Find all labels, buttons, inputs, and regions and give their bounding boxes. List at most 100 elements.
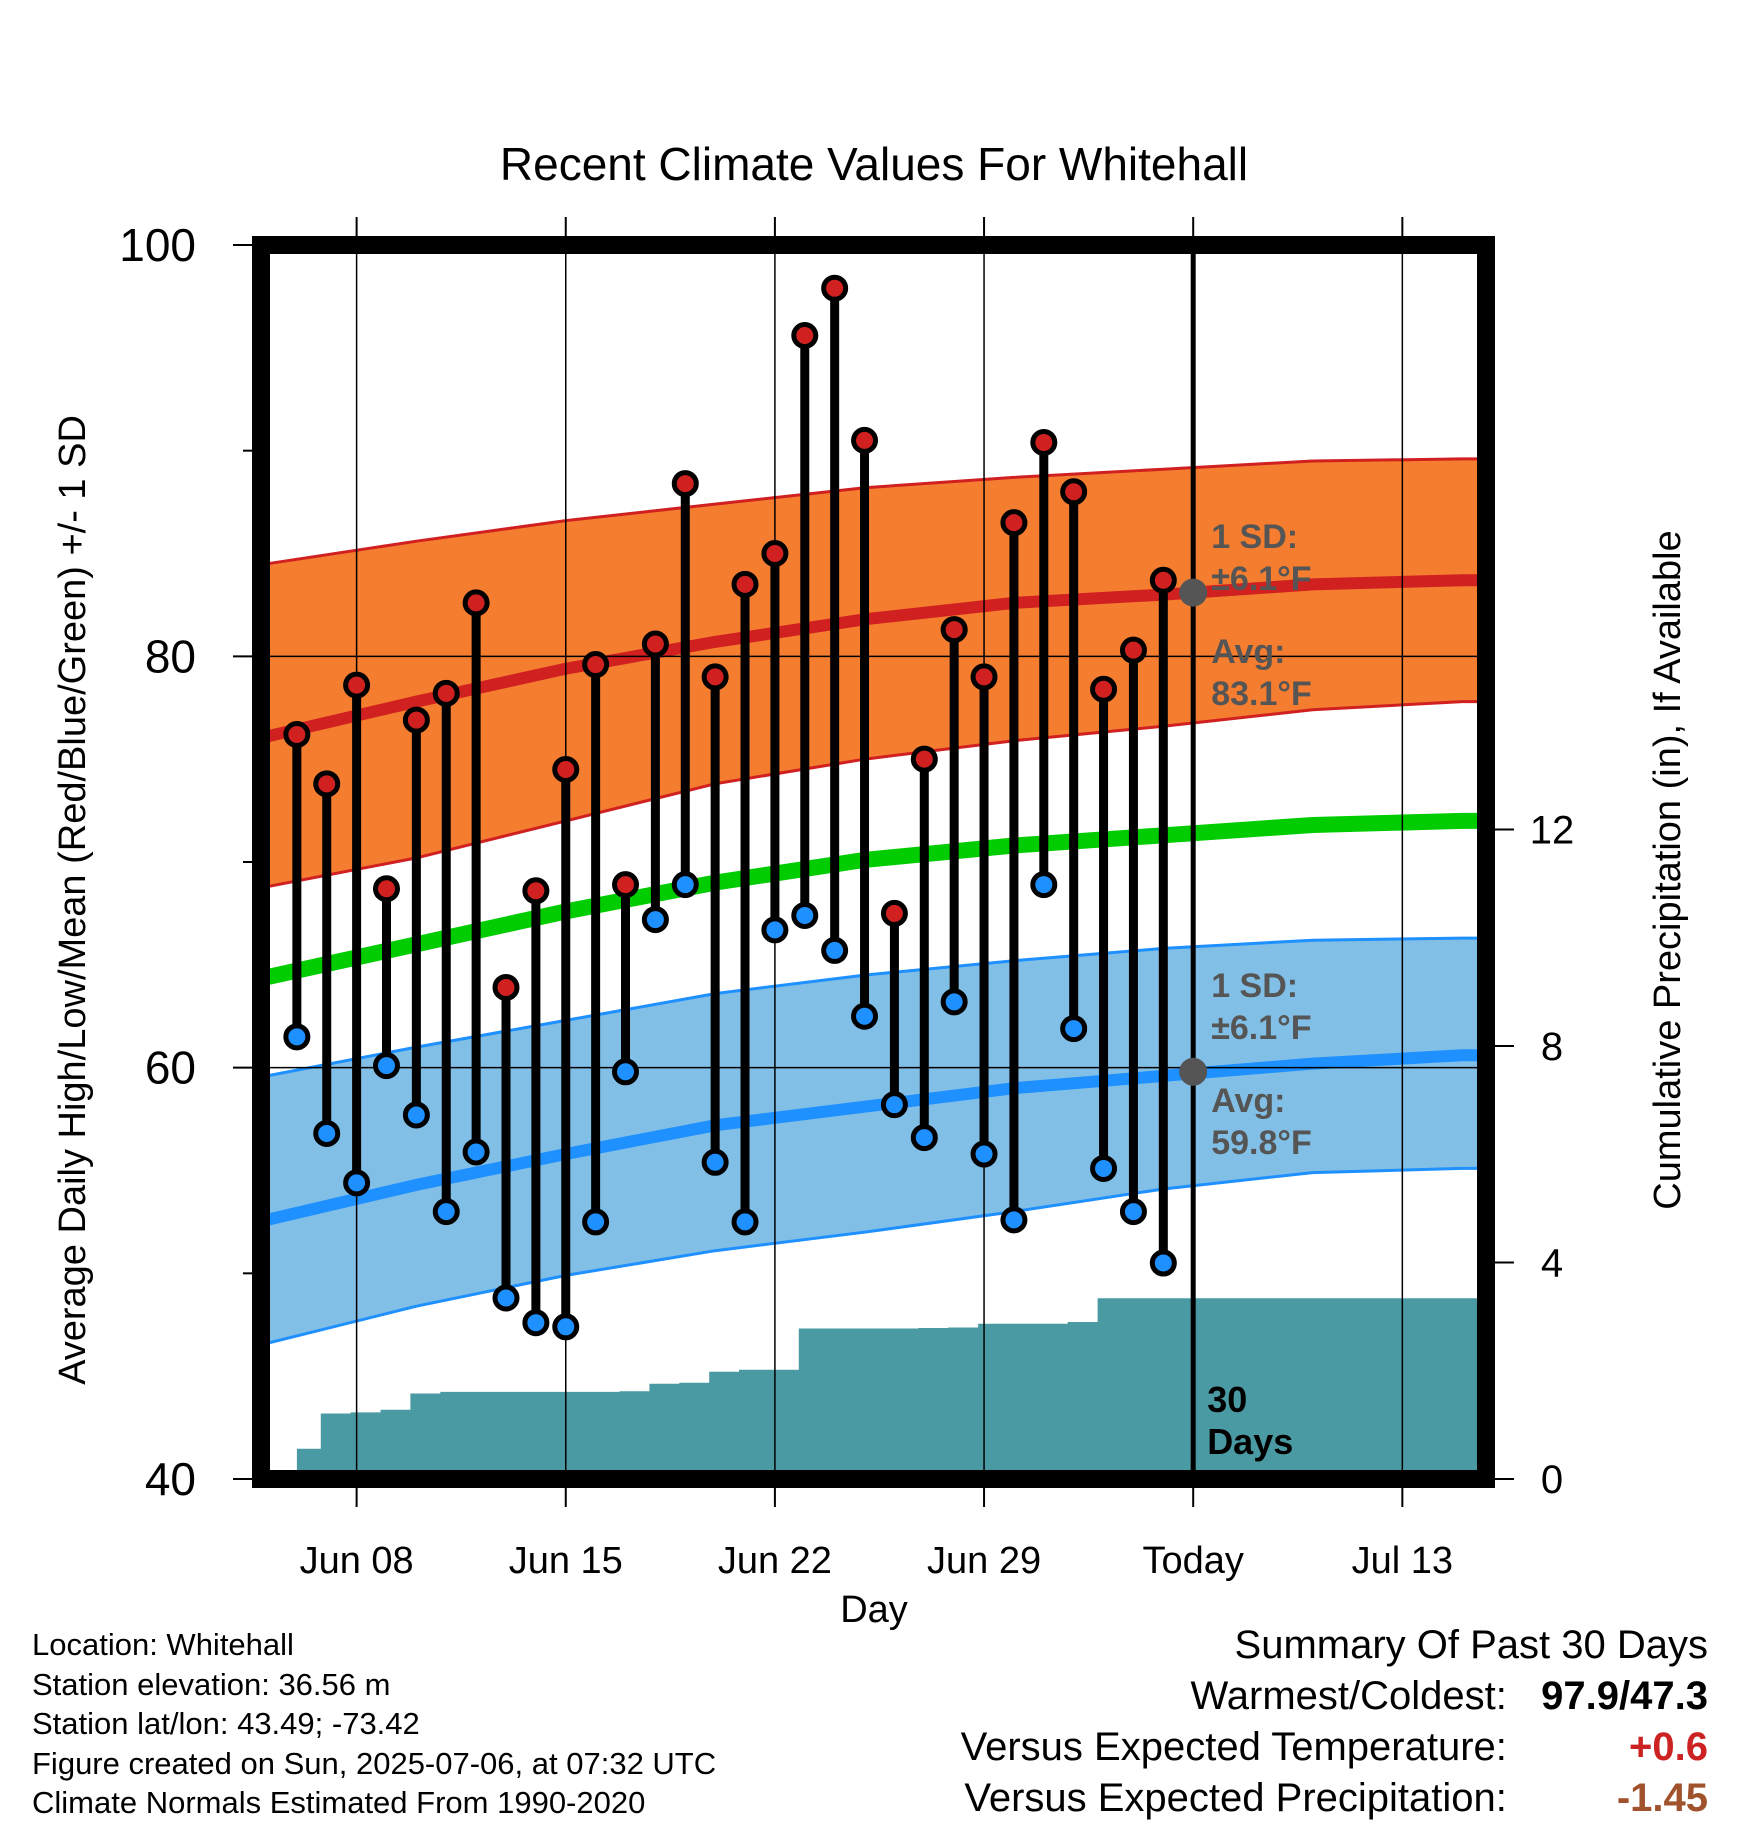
- x-tick-label: Jun 15: [509, 1540, 623, 1582]
- plot-frame: [252, 236, 1495, 1488]
- high-temp-point: [582, 651, 610, 679]
- high-avg-marker: [1179, 578, 1208, 607]
- low-temp-point: [462, 1138, 490, 1166]
- y2-axis-label: Cumulative Precipitation (in), If Availa…: [1647, 530, 1689, 1209]
- low-temp-point: [1030, 871, 1058, 899]
- high-temp-point: [522, 877, 550, 905]
- station-info: Location: Whitehall Station elevation: 3…: [32, 1625, 716, 1823]
- low-sd-label: 1 SD:: [1211, 967, 1298, 1005]
- low-temp-point: [582, 1208, 610, 1236]
- low-avg-marker: [1179, 1057, 1208, 1086]
- high-temp-point: [970, 663, 998, 691]
- high-temp-point: [402, 706, 430, 734]
- low-temp-point: [612, 1058, 640, 1086]
- high-sd-label: 1 SD:: [1211, 518, 1298, 556]
- high-temp-point: [1000, 509, 1028, 537]
- location-text: Location: Whitehall: [32, 1627, 294, 1662]
- low-temp-point: [761, 916, 789, 944]
- low-temp-point: [402, 1101, 430, 1129]
- y2-tick-label: 4: [1541, 1242, 1563, 1286]
- low-temp-point: [283, 1023, 311, 1051]
- low-avg-label: Avg:: [1211, 1082, 1285, 1120]
- precip-label: Versus Expected Precipitation:: [964, 1776, 1507, 1820]
- high-temp-point: [1060, 478, 1088, 506]
- warmest-label: Warmest/Coldest:: [1190, 1674, 1507, 1718]
- summary-title: Summary Of Past 30 Days: [1234, 1623, 1708, 1667]
- low-temp-point: [1060, 1015, 1088, 1043]
- low-temp-point: [970, 1140, 998, 1168]
- low-temp-point: [821, 936, 849, 964]
- high-avg-value: 83.1°F: [1211, 675, 1312, 713]
- x-tick-label: Jun 29: [927, 1540, 1041, 1582]
- low-temp-point: [343, 1169, 371, 1197]
- x-tick-label: Today: [1142, 1540, 1243, 1582]
- summary-precip-row: Versus Expected Precipitation: -1.45: [961, 1773, 1708, 1824]
- y-axis-label: Average Daily High/Low/Mean (Red/Blue/Gr…: [52, 415, 94, 1385]
- x-axis-label: Day: [840, 1589, 908, 1631]
- low-temp-point: [910, 1124, 938, 1152]
- low-temp-point: [492, 1284, 520, 1312]
- low-temp-point: [791, 901, 819, 929]
- high-avg-label: Avg:: [1211, 633, 1285, 671]
- today-label: 30: [1207, 1379, 1247, 1420]
- chart-title: Recent Climate Values For Whitehall: [500, 138, 1248, 190]
- low-temp-point: [552, 1313, 580, 1341]
- high-temp-point: [1090, 675, 1118, 703]
- high-temp-point: [432, 679, 460, 707]
- high-temp-point: [671, 470, 699, 498]
- high-temp-point: [731, 570, 759, 598]
- temp-label: Versus Expected Temperature:: [960, 1725, 1507, 1769]
- high-temp-point: [313, 770, 341, 798]
- low-temp-point: [671, 871, 699, 899]
- low-sd-value: ±6.1°F: [1211, 1009, 1311, 1047]
- x-tick-label: Jun 22: [718, 1540, 832, 1582]
- y-tick-label: 100: [119, 219, 196, 271]
- low-temp-point: [1149, 1249, 1177, 1277]
- precipitation-area: [267, 1298, 1492, 1479]
- low-temp-point: [372, 1052, 400, 1080]
- y2-tick-label: 12: [1530, 809, 1575, 853]
- warmest-value: 97.9/47.3: [1541, 1674, 1708, 1718]
- y-tick-label: 80: [145, 630, 196, 682]
- low-normal-line: [265, 1049, 1492, 1226]
- y-tick-label: 40: [145, 1453, 196, 1505]
- latlon-text: Station lat/lon: 43.49; -73.42: [32, 1706, 420, 1741]
- high-temp-point: [343, 671, 371, 699]
- high-temp-point: [940, 616, 968, 644]
- high-temp-point: [612, 871, 640, 899]
- high-temp-point: [1149, 566, 1177, 594]
- high-temp-point: [552, 755, 580, 783]
- high-temp-point: [1119, 636, 1147, 664]
- high-temp-point: [910, 745, 938, 773]
- high-temp-point: [462, 589, 490, 617]
- low-temp-point: [313, 1119, 341, 1147]
- high-temp-point: [492, 973, 520, 1001]
- high-temp-point: [283, 720, 311, 748]
- low-avg-value: 59.8°F: [1211, 1124, 1312, 1162]
- y-tick-label: 60: [145, 1042, 196, 1094]
- y2-tick-label: 8: [1541, 1025, 1563, 1069]
- summary-warmest-row: Warmest/Coldest: 97.9/47.3: [961, 1671, 1709, 1722]
- low-temp-point: [641, 906, 669, 934]
- high-sd-value: ±6.1°F: [1211, 560, 1311, 598]
- high-temp-point: [641, 630, 669, 658]
- x-tick-label: Jul 13: [1352, 1540, 1453, 1582]
- low-temp-point: [851, 1002, 879, 1030]
- high-temp-point: [851, 426, 879, 454]
- high-temp-point: [372, 875, 400, 903]
- high-temp-point: [880, 899, 908, 927]
- low-temp-point: [940, 988, 968, 1016]
- low-temp-point: [1119, 1198, 1147, 1226]
- low-temp-point: [731, 1208, 759, 1236]
- high-normal-line: [265, 574, 1492, 743]
- today-label: Days: [1207, 1421, 1293, 1462]
- low-temp-point: [701, 1148, 729, 1176]
- precip-value: -1.45: [1616, 1776, 1708, 1820]
- low-temp-point: [880, 1091, 908, 1119]
- high-temp-point: [1030, 428, 1058, 456]
- high-temp-point: [821, 274, 849, 302]
- mean-normal-line: [265, 812, 1492, 986]
- elevation-text: Station elevation: 36.56 m: [32, 1666, 391, 1702]
